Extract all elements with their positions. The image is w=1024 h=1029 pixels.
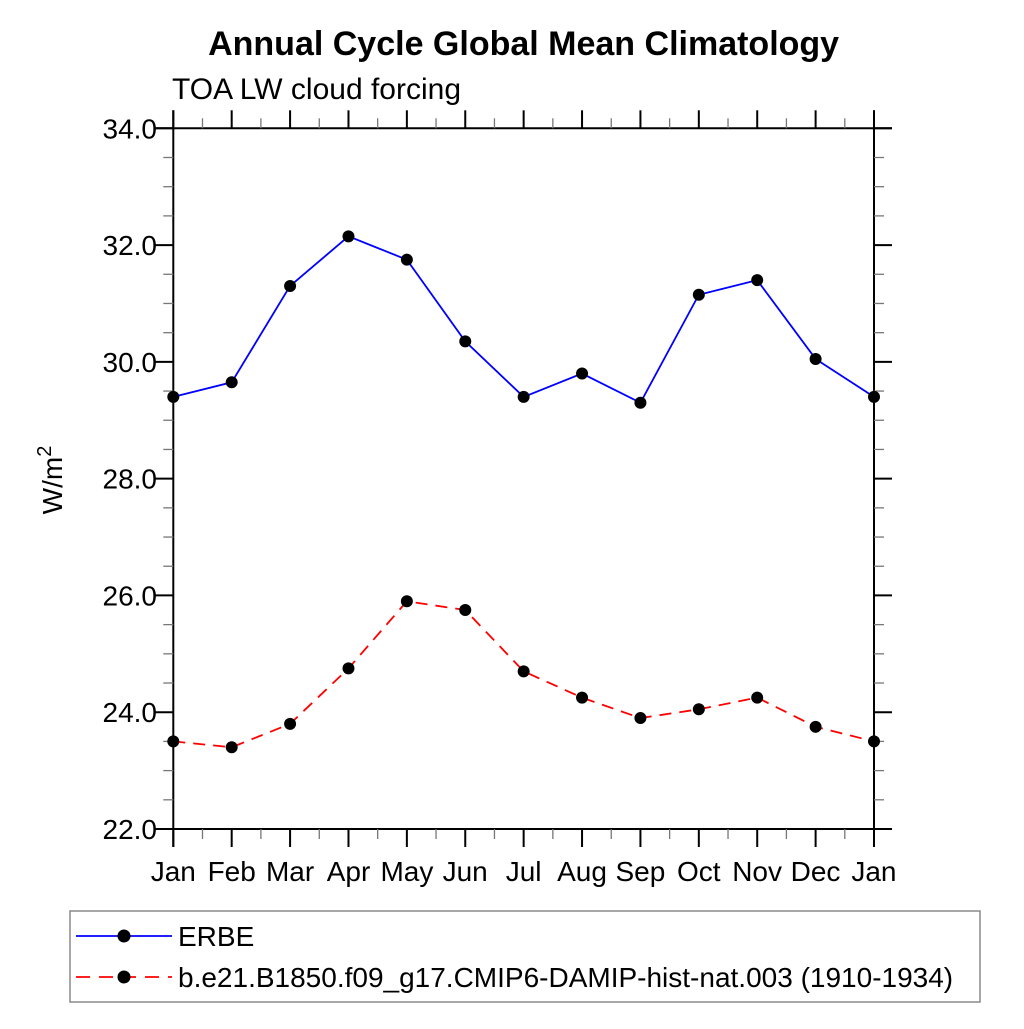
y-tick-label: 24.0 (103, 697, 158, 728)
x-tick-label: Mar (266, 856, 314, 887)
legend: ERBE b.e21.B1850.f09_g17.CMIP6-DAMIP-his… (69, 910, 981, 1003)
legend-marker-dot (117, 970, 131, 984)
x-tick-label: Feb (208, 856, 256, 887)
y-axis-labels: 34.0 32.0 30.0 28.0 26.0 24.0 22.0 (103, 113, 158, 845)
y-tick-label: 32.0 (103, 230, 158, 261)
series-lines (167, 230, 880, 754)
x-tick-label: Sep (615, 856, 665, 887)
x-tick-label: Dec (791, 856, 841, 887)
y-tick-label: 34.0 (103, 113, 158, 144)
axis-ticks (155, 110, 892, 847)
model-markers (167, 595, 880, 754)
y-axis-unit-exponent: 2 (34, 446, 56, 457)
x-axis-labels: Jan Feb Mar Apr May Jun Jul Aug Sep Oct … (151, 856, 897, 887)
erbe-markers (167, 230, 880, 409)
y-axis-label: W/m2 (34, 446, 68, 515)
plot-frame (155, 110, 892, 847)
legend-label-model: b.e21.B1850.f09_g17.CMIP6-DAMIP-hist-nat… (178, 962, 953, 993)
legend-box (69, 910, 981, 1003)
x-tick-label: Nov (732, 856, 782, 887)
x-tick-label: Jul (506, 856, 542, 887)
x-tick-label: Aug (557, 856, 607, 887)
y-axis-unit-base: W/m (37, 457, 68, 515)
x-tick-label: Jun (443, 856, 488, 887)
x-tick-label: Jan (151, 856, 196, 887)
legend-label-erbe: ERBE (178, 921, 254, 952)
y-tick-label: 28.0 (103, 464, 158, 495)
chart-title: Annual Cycle Global Mean Climatology (208, 25, 839, 63)
erbe-line (173, 235, 875, 404)
chart-subtitle: TOA LW cloud forcing (172, 73, 461, 106)
x-tick-label: Jan (851, 856, 896, 887)
legend-entry-model: b.e21.B1850.f09_g17.CMIP6-DAMIP-hist-nat… (76, 962, 953, 993)
x-tick-label: Apr (327, 856, 371, 887)
x-tick-label: Oct (677, 856, 721, 887)
y-tick-label: 22.0 (103, 814, 158, 845)
x-tick-label: May (380, 856, 433, 887)
y-tick-label: 30.0 (103, 347, 158, 378)
legend-entry-erbe: ERBE (76, 921, 254, 952)
legend-marker-dot (117, 929, 131, 943)
y-tick-label: 26.0 (103, 580, 158, 611)
